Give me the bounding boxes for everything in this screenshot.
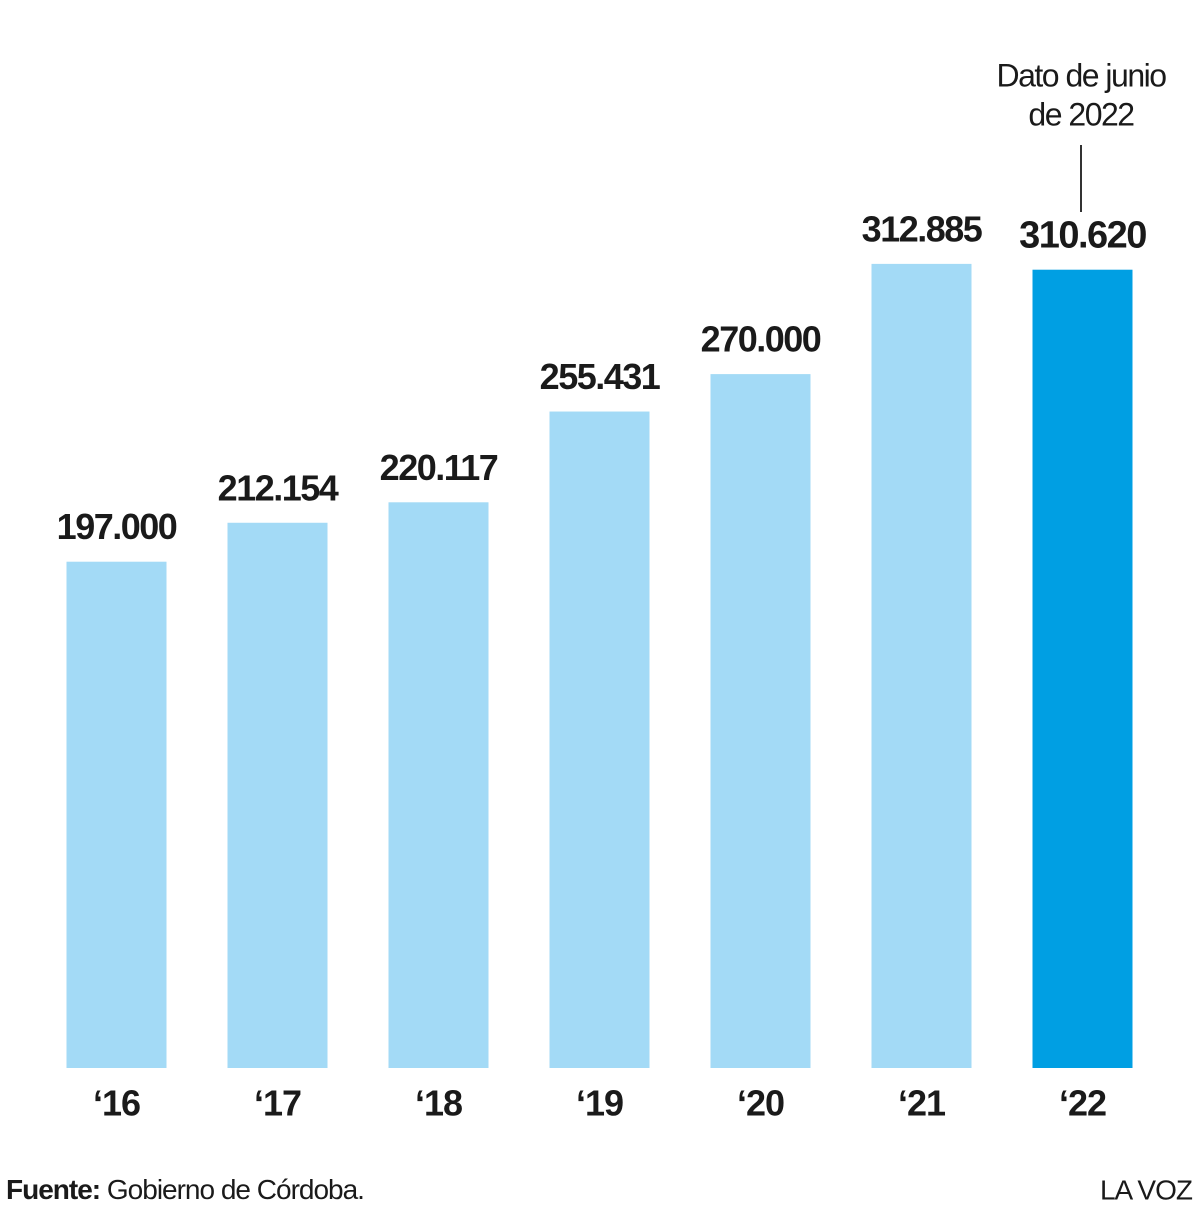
bar bbox=[549, 411, 650, 1068]
value-label: 220.117 bbox=[380, 447, 498, 488]
x-tick-label: ‘18 bbox=[415, 1083, 462, 1124]
value-label: 310.620 bbox=[1019, 215, 1146, 257]
value-label: 255.431 bbox=[540, 356, 661, 397]
bar bbox=[871, 263, 972, 1068]
value-label: 270.000 bbox=[701, 319, 821, 360]
bar bbox=[227, 522, 328, 1068]
bar bbox=[1032, 269, 1133, 1068]
x-tick-label: ‘16 bbox=[93, 1083, 140, 1124]
x-tick-label: ‘19 bbox=[576, 1083, 623, 1124]
credit: LA VOZ bbox=[1100, 1174, 1193, 1205]
x-tick-label: ‘22 bbox=[1059, 1083, 1106, 1124]
value-label: 197.000 bbox=[57, 506, 177, 547]
x-tick-label: ‘20 bbox=[737, 1083, 784, 1124]
x-tick-label: ‘21 bbox=[898, 1083, 946, 1124]
annotation: Dato de junio bbox=[996, 57, 1166, 93]
x-tick-label: ‘17 bbox=[254, 1083, 301, 1124]
source: Fuente: Gobierno de Córdoba. bbox=[6, 1174, 364, 1205]
source-label: Fuente: bbox=[6, 1174, 100, 1205]
source-text: Gobierno de Córdoba. bbox=[107, 1174, 364, 1205]
value-label: 212.154 bbox=[218, 467, 339, 508]
annotation: de 2022 bbox=[1028, 96, 1134, 132]
bar bbox=[66, 561, 167, 1068]
bar bbox=[710, 374, 811, 1069]
bar bbox=[388, 502, 489, 1068]
value-label: 312.885 bbox=[862, 208, 983, 249]
